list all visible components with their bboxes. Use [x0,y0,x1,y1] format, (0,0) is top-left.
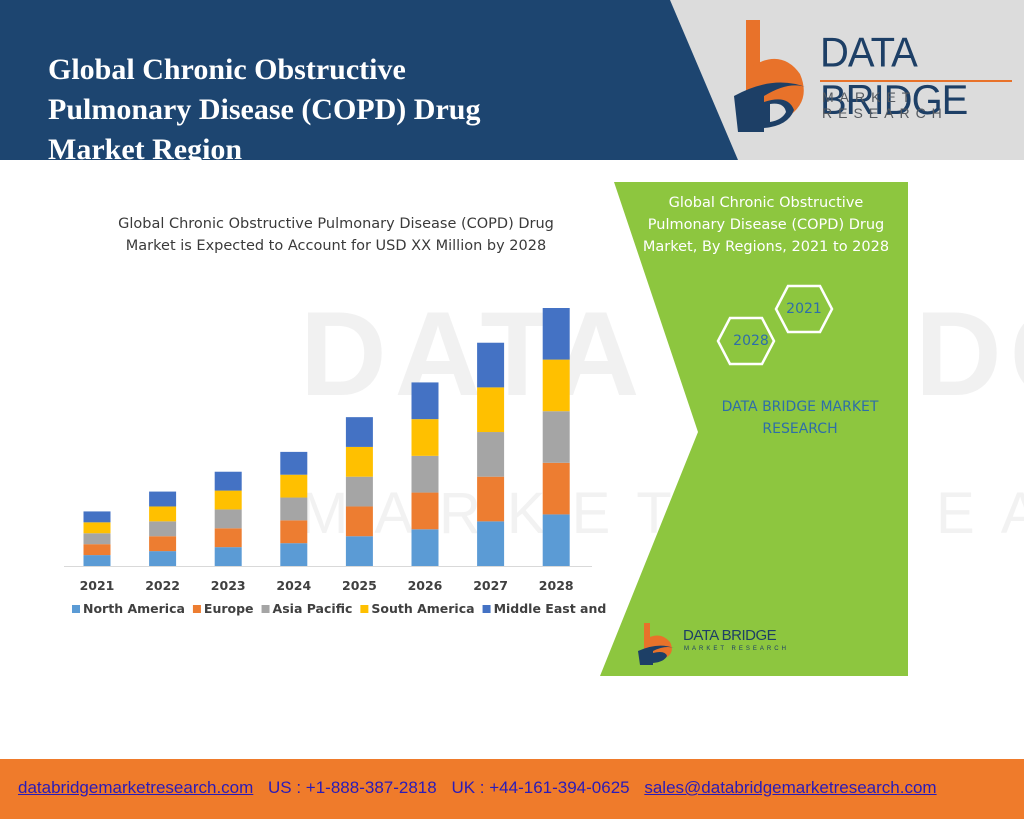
bar-2025-north-america [345,536,373,566]
bar-2021-europe [83,544,111,556]
bar-2021-south-america [83,522,111,534]
bar-2022-asia-pacific [149,521,177,537]
bar-2027-europe [477,476,505,522]
side-panel-brand: DATA BRIDGE MARKET RESEARCH [721,399,879,437]
legend-swatch [192,605,201,613]
x-tick-label: 2021 [80,578,115,593]
x-tick-label: 2028 [539,578,574,593]
bar-2023-asia-pacific [214,509,242,529]
bar-2027-asia-pacific [477,432,505,477]
small-logo-brand-text: DATA BRIDGE [683,627,777,644]
chart-title: Global Chronic Obstructive Pulmonary Dis… [118,216,554,254]
hexagon-icons [716,284,834,366]
x-tick-label: 2025 [342,578,377,593]
x-tick-label: 2023 [211,578,246,593]
small-logo-tagline: MARKET RESEARCH [684,646,789,652]
footer-us-phone: US : +1-888-387-2818 [268,778,437,797]
footer-email-link[interactable]: sales@databridgemarketresearch.com [644,778,937,797]
bar-2026-asia-pacific [411,455,439,493]
x-tick-label: 2024 [276,578,311,593]
footer-uk-phone: UK : +44-161-394-0625 [451,778,630,797]
legend-label: Middle East and Africa [494,601,610,616]
bar-2028-middle-east-and-africa [542,308,570,360]
legend-label: Asia Pacific [273,601,353,616]
legend-swatch [261,605,270,613]
footer-bar [0,759,1024,819]
bar-2027-south-america [477,387,505,433]
bar-2028-north-america [542,514,570,566]
hexagon-2028-icon [716,316,776,366]
bar-2024-north-america [280,543,308,566]
legend-swatch [360,605,369,613]
bar-2023-middle-east-and-africa [214,471,242,491]
legend-swatch [72,605,80,613]
bar-2021-north-america [83,555,111,566]
bar-2024-europe [280,520,308,544]
bar-2021-middle-east-and-africa [83,511,111,523]
stacked-bar-chart: 2021 2022 2023 2024 2025 2026 2027 2028 North Am… [64,308,610,616]
bar-2022-middle-east-and-africa [149,491,177,507]
legend-label: Europe [204,601,254,616]
logo-divider [820,80,1012,82]
logo-tagline: MARKET RESEARCH [822,89,948,121]
hex-label-2028: 2028 [733,333,769,349]
x-tick-label: 2026 [408,578,443,593]
bar-2022-north-america [149,551,177,566]
hex-label-2021: 2021 [786,301,822,317]
page-title: Global Chronic Obstructive Pulmonary Dis… [48,53,481,166]
bar-2026-north-america [411,529,439,566]
legend-label: South America [371,601,474,616]
bar-2026-south-america [411,419,439,456]
bar-2027-north-america [477,521,505,566]
x-tick-label: 2022 [145,578,180,593]
bar-2023-north-america [214,547,242,566]
bar-2026-middle-east-and-africa [411,382,439,420]
side-panel-title: Global Chronic Obstructive Pulmonary Dis… [642,195,890,255]
bar-2024-middle-east-and-africa [280,451,308,475]
bar-2024-asia-pacific [280,497,308,521]
small-data-bridge-logo-icon [638,623,674,665]
bar-2028-asia-pacific [542,411,570,463]
legend-label: North America [83,601,185,616]
bar-2022-south-america [149,506,177,522]
bar-2025-south-america [345,446,373,477]
footer-website-link[interactable]: databridgemarketresearch.com [18,778,254,797]
bar-2023-south-america [214,490,242,510]
footer-contacts: databridgemarketresearch.com US : +1-888… [18,778,937,798]
bar-2023-europe [214,528,242,548]
hexagon-2021-icon [774,284,834,334]
logo-brand-text: DATA BRIDGE [820,29,968,124]
bar-2025-europe [345,506,373,537]
bar-2025-asia-pacific [345,476,373,507]
bar-2024-south-america [280,474,308,498]
bar-2027-middle-east-and-africa [477,342,505,388]
bar-2028-south-america [542,359,570,412]
legend-swatch [482,605,491,613]
data-bridge-logo-icon [734,20,808,132]
bar-2026-europe [411,492,439,530]
x-tick-label: 2027 [473,578,508,593]
bar-2022-europe [149,536,177,552]
bar-2025-middle-east-and-africa [345,417,373,447]
bar-2021-asia-pacific [83,533,111,545]
bar-2028-europe [542,462,570,515]
